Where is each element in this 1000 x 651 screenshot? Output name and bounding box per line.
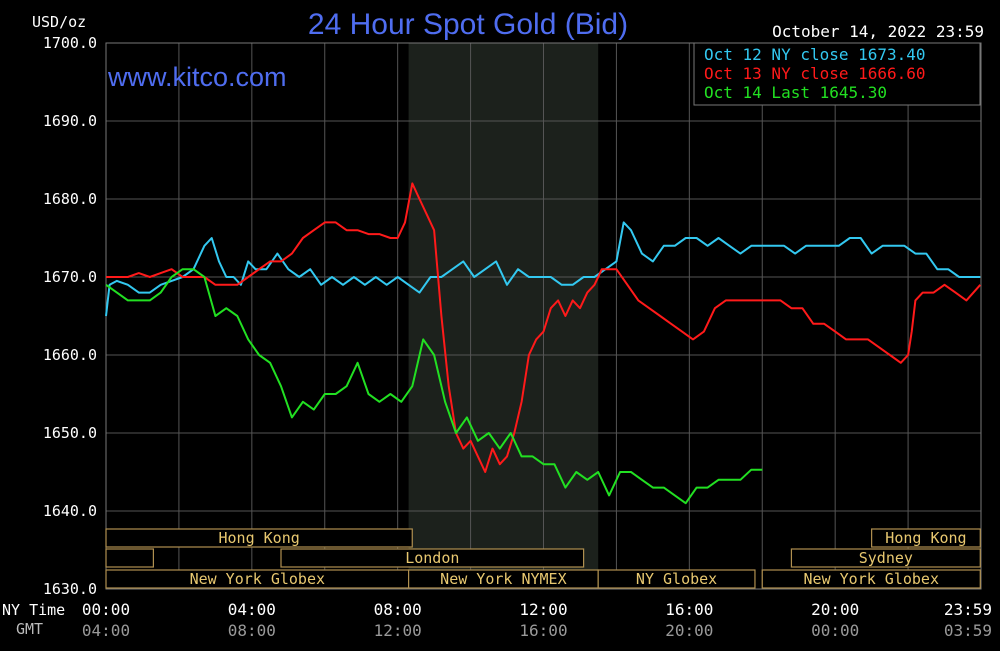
x-tick-gmt: 12:00 (374, 621, 422, 640)
session-label: London (405, 549, 459, 567)
x-tick-ny: 20:00 (811, 600, 859, 619)
legend-entry-oct12: Oct 12 NY close 1673.40 (704, 45, 926, 64)
legend: Oct 12 NY close 1673.40 Oct 13 NY close … (693, 42, 981, 106)
x-axis-ticks: 00:00 04:00 04:00 08:00 08:00 12:00 12:00 16:00… (82, 600, 992, 640)
x-tick-gmt: 20:00 (665, 621, 713, 640)
y-tick-label: 1680.0 (43, 190, 97, 208)
x-tick-gmt: 04:00 (82, 621, 130, 640)
y-tick-label: 1690.0 (43, 112, 97, 130)
timestamp: October 14, 2022 23:59 (772, 22, 984, 41)
x-tick-ny: 08:00 (374, 600, 422, 619)
session-label: NY Globex (636, 570, 717, 588)
nymex-session-shade (408, 43, 599, 589)
session-bar (105, 528, 413, 548)
x-tick-ny: 12:00 (519, 600, 567, 619)
session-bar (280, 548, 585, 568)
session-label: New York NYMEX (440, 570, 566, 588)
session-label: Hong Kong (218, 529, 299, 547)
series-line-oct14 (105, 268, 763, 505)
session-bar (790, 548, 981, 568)
x-tick-gmt: 16:00 (519, 621, 567, 640)
session-label: Sydney (859, 549, 913, 567)
x-tick-ny: 00:00 (82, 600, 130, 619)
session-label: New York Globex (190, 570, 325, 588)
y-tick-label: 1670.0 (43, 268, 97, 286)
x-tick-gmt: 08:00 (228, 621, 276, 640)
x-tick-ny: 23:59 (944, 600, 992, 619)
watermark-url: www.kitco.com (107, 62, 287, 92)
series-lines (105, 182, 982, 505)
y-tick-label: 1660.0 (43, 346, 97, 364)
series-line-oct12 (105, 221, 981, 317)
y-tick-label: 1630.0 (43, 580, 97, 598)
legend-entry-oct13: Oct 13 NY close 1666.60 (704, 64, 926, 83)
session-bar (105, 548, 154, 568)
legend-box (693, 42, 981, 106)
y-tick-label: 1640.0 (43, 502, 97, 520)
session-label: Hong Kong (885, 529, 966, 547)
gmt-label: GMT (16, 620, 43, 638)
market-sessions: Hong Kong Hong Kong London Sydney New York G… (105, 528, 981, 589)
x-tick-ny: 04:00 (228, 600, 276, 619)
x-tick-gmt: 03:59 (944, 621, 992, 640)
y-tick-label: 1650.0 (43, 424, 97, 442)
session-label: New York Globex (804, 570, 939, 588)
unit-label: USD/oz (32, 13, 86, 31)
y-tick-label: 1700.0 (43, 34, 97, 52)
session-bar (871, 528, 981, 548)
ny-time-label: NY Time (2, 601, 65, 619)
x-tick-ny: 16:00 (665, 600, 713, 619)
chart-title: 24 Hour Spot Gold (Bid) (308, 8, 628, 41)
session-bar (597, 569, 756, 589)
series-line-oct13 (106, 182, 982, 473)
session-bar (761, 569, 981, 589)
y-axis-ticks: 1700.0 1690.0 1680.0 1670.0 1660.0 1650.0 1640… (43, 34, 97, 598)
x-tick-gmt: 00:00 (811, 621, 859, 640)
legend-entry-oct14: Oct 14 Last 1645.30 (704, 83, 887, 102)
